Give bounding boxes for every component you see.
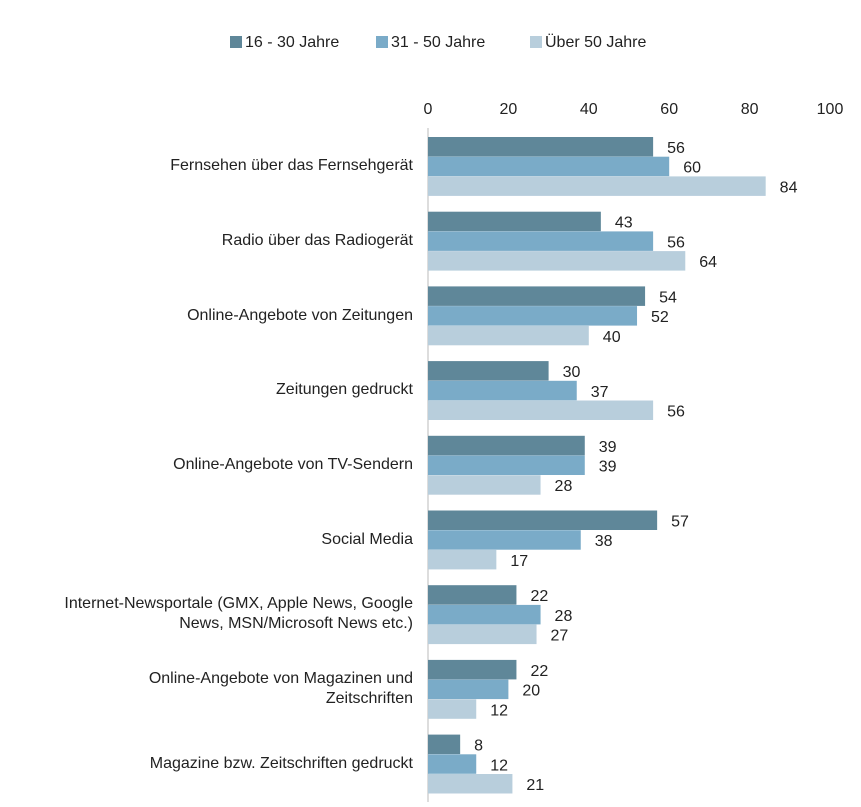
value-label: 84	[780, 179, 798, 196]
value-label: 56	[667, 234, 685, 251]
bar	[428, 251, 686, 271]
bar	[428, 325, 589, 346]
value-label: 39	[599, 458, 617, 475]
bar	[428, 400, 654, 420]
value-label: 28	[555, 608, 573, 625]
value-label: 28	[555, 478, 573, 495]
bar	[428, 679, 509, 700]
category-label: Zeitungen gedruckt	[276, 381, 413, 399]
bar	[428, 549, 497, 570]
value-label: 20	[522, 683, 540, 700]
value-label: 57	[671, 513, 689, 530]
value-label: 39	[599, 439, 617, 456]
bar	[428, 699, 477, 719]
value-label: 22	[530, 663, 548, 680]
bar	[428, 774, 513, 794]
value-label: 60	[683, 160, 701, 177]
value-label: 38	[595, 533, 613, 550]
bar	[428, 475, 541, 495]
value-label: 21	[526, 777, 544, 794]
value-label: 43	[615, 215, 633, 232]
bar	[428, 286, 646, 306]
value-label: 37	[591, 384, 609, 401]
bar	[428, 137, 654, 157]
bar	[428, 510, 658, 530]
legend-swatch	[530, 36, 542, 48]
value-label: 56	[667, 403, 685, 420]
bar	[428, 604, 541, 625]
bar	[428, 754, 477, 774]
x-tick-label: 80	[741, 101, 759, 118]
bar	[428, 231, 654, 251]
bar	[428, 306, 638, 326]
x-tick-label: 0	[424, 101, 433, 118]
bar	[428, 176, 766, 196]
category-label: Online-Angebote von TV-Sendern	[173, 456, 413, 474]
x-tick-label: 40	[580, 101, 598, 118]
x-tick-label: 60	[660, 101, 678, 118]
legend-swatch	[230, 36, 242, 48]
category-label: Fernsehen über das Fernsehgerät	[170, 157, 413, 175]
bar	[428, 361, 549, 381]
bar	[428, 734, 461, 755]
category-label: Radio über das Radiogerät	[221, 231, 413, 249]
category-label: Social Media	[321, 530, 413, 548]
category-label: Internet-Newsportale (GMX, Apple News, G…	[64, 595, 413, 633]
bar	[428, 156, 670, 177]
bar	[428, 435, 585, 456]
value-label: 64	[699, 254, 717, 271]
value-label: 40	[603, 329, 621, 346]
value-label: 22	[530, 588, 548, 605]
category-label: Online-Angebote von Magazinen und Zeitsc…	[148, 670, 413, 708]
value-label: 12	[490, 702, 508, 719]
value-label: 17	[510, 553, 528, 570]
value-label: 8	[474, 738, 483, 755]
x-tick-label: 20	[500, 101, 518, 118]
bar	[428, 585, 517, 605]
bar	[428, 211, 601, 232]
x-tick-label: 100	[817, 101, 844, 118]
value-label: 52	[651, 309, 669, 326]
bar	[428, 530, 581, 550]
category-label: Online-Angebote von Zeitungen	[187, 306, 413, 324]
value-label: 30	[563, 364, 581, 381]
bar	[428, 659, 517, 680]
bar	[428, 624, 537, 645]
value-label: 12	[490, 757, 508, 774]
category-label: Magazine bzw. Zeitschriften gedruckt	[149, 754, 413, 772]
bar	[428, 455, 585, 475]
legend-label: 16 - 30 Jahre	[245, 34, 339, 51]
value-label: 54	[659, 289, 677, 306]
legend-label: 31 - 50 Jahre	[391, 34, 485, 51]
legend-swatch	[376, 36, 388, 48]
bar	[428, 380, 577, 401]
legend-label: Über 50 Jahre	[545, 33, 646, 51]
value-label: 27	[551, 628, 569, 645]
value-label: 56	[667, 140, 685, 157]
